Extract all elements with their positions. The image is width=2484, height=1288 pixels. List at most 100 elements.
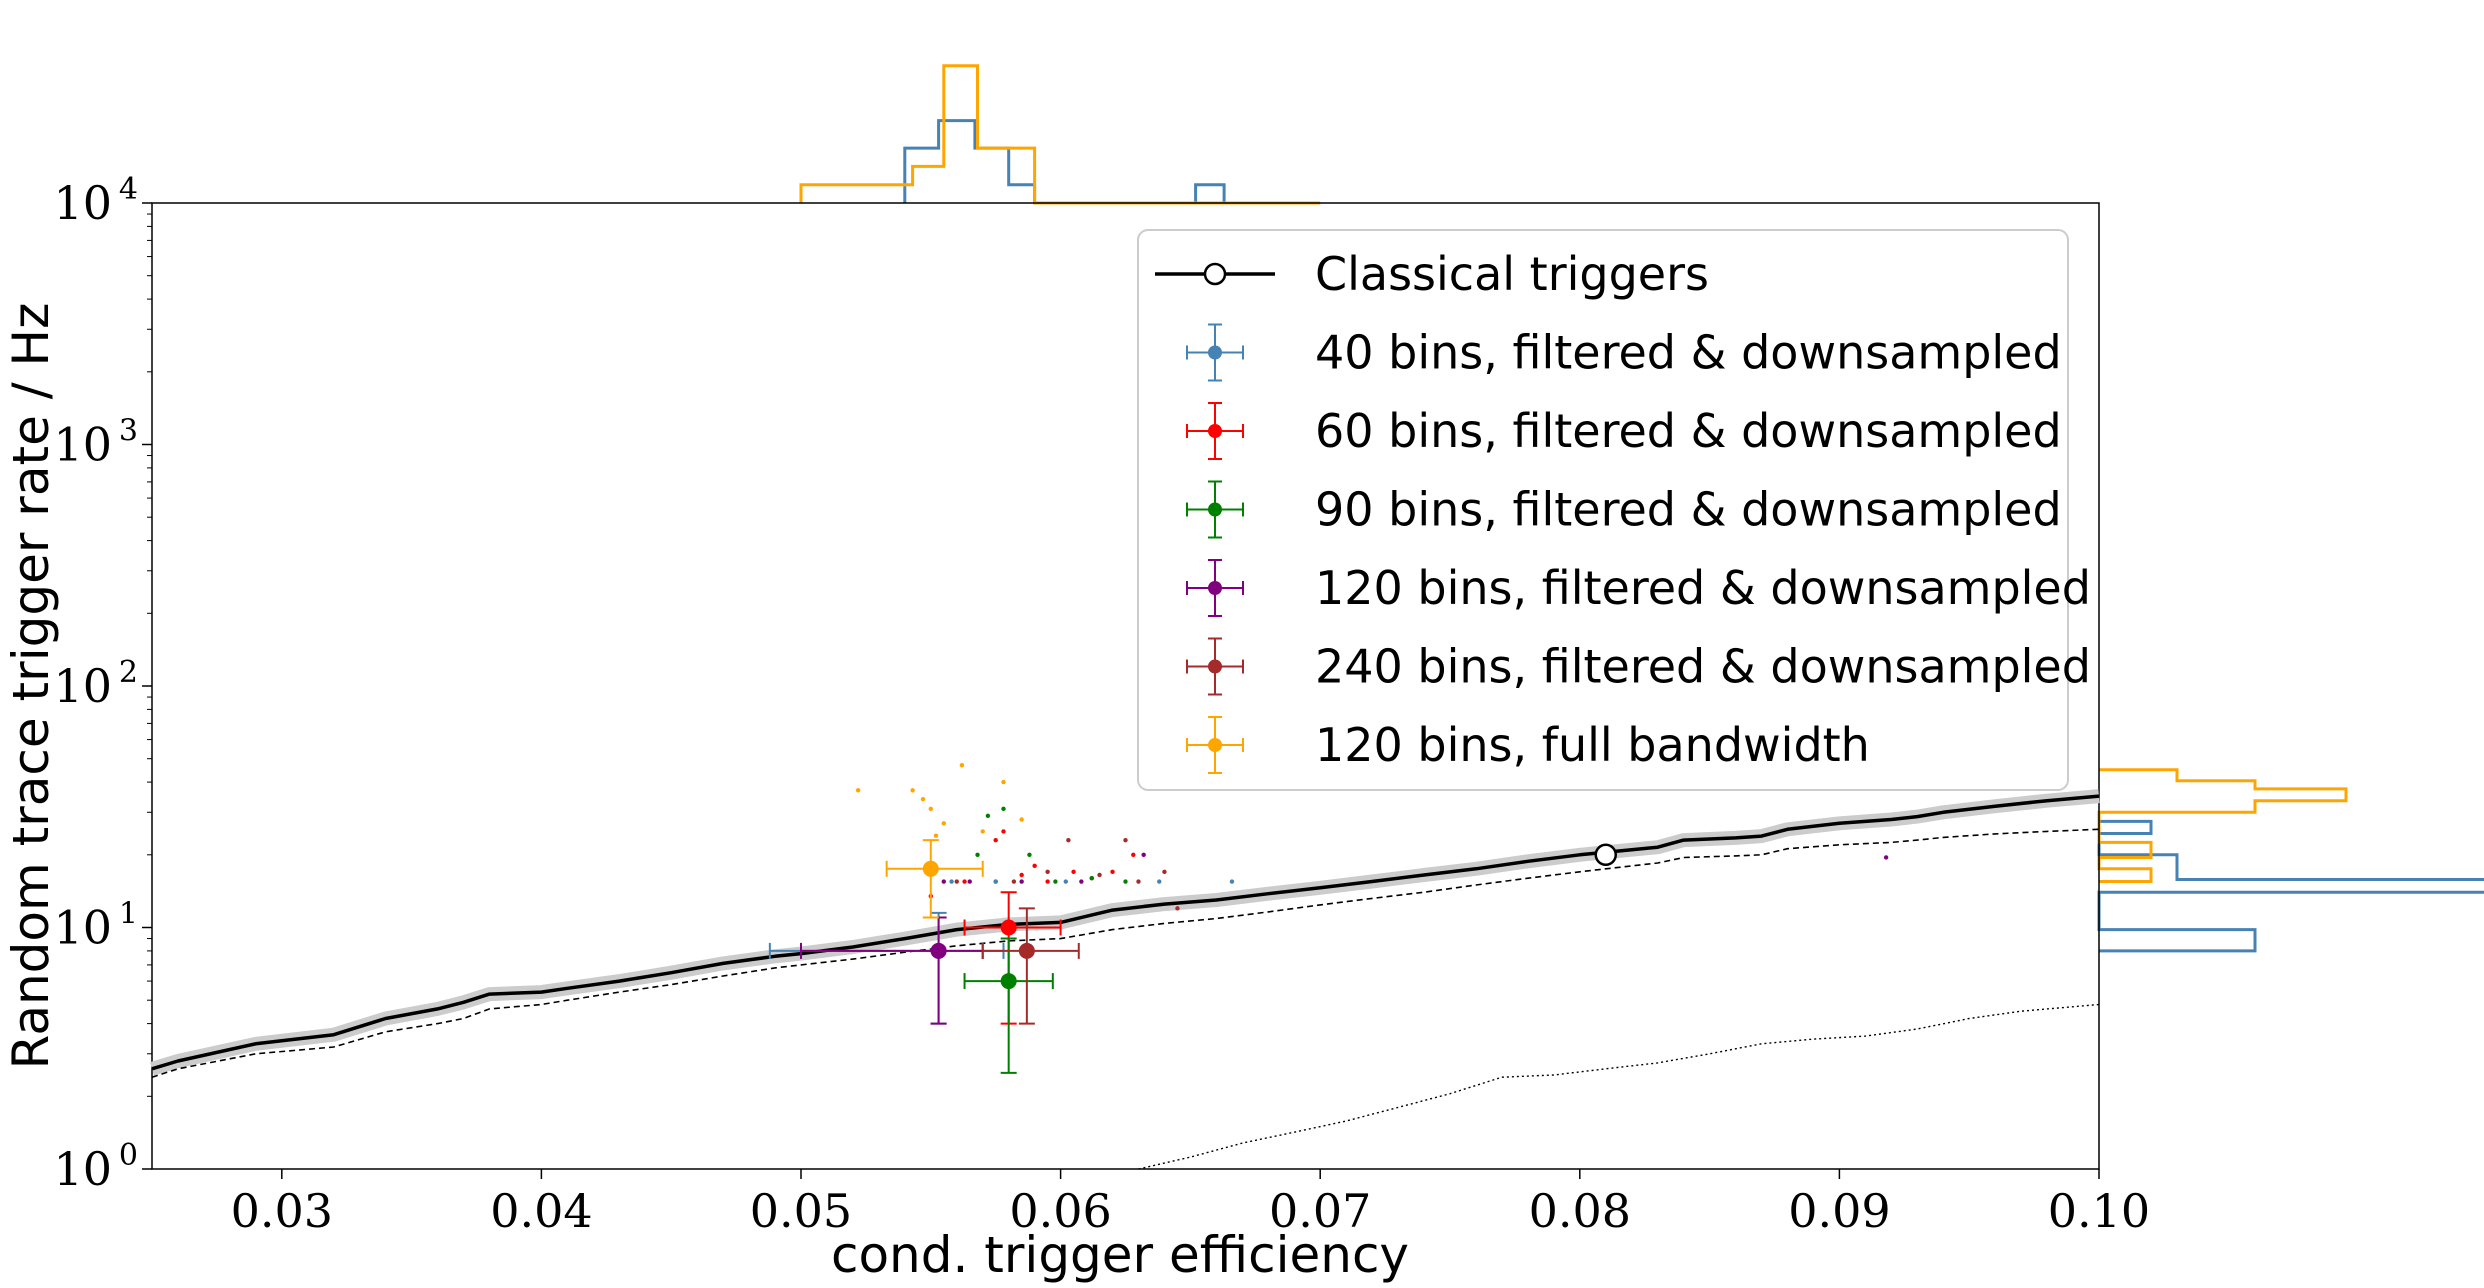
top-hist-steelblue — [903, 119, 1226, 205]
right-histogram — [2097, 768, 2484, 953]
x-tick-label: 0.10 — [2048, 1184, 2150, 1238]
legend-entry-bins90: 90 bins, filtered & downsampled — [1186, 480, 2062, 539]
x-tick-label: 0.05 — [750, 1184, 852, 1238]
errorbar-bins90 — [963, 937, 1054, 1074]
scatter-point-bins40 — [993, 879, 998, 884]
legend-entry-bins60: 60 bins, filtered & downsampled — [1186, 402, 2062, 460]
scatter-point-bins240 — [1066, 837, 1071, 843]
x-tick-label: 0.03 — [231, 1184, 333, 1238]
scatter-point-bins240 — [1175, 906, 1180, 911]
errorbar-bins120 — [800, 916, 984, 1025]
scatter-point-bins40 — [1229, 879, 1235, 884]
scatter-point-full — [928, 806, 933, 812]
legend-label: 40 bins, filtered & downsampled — [1315, 326, 2062, 380]
scatter-point-bins60 — [1131, 852, 1136, 858]
scatter-point-bins40 — [1157, 879, 1162, 884]
legend-label: 60 bins, filtered & downsampled — [1315, 404, 2062, 458]
legend-box — [1137, 229, 2069, 791]
scatter-points — [855, 762, 1889, 911]
scatter-point-bins60 — [1032, 863, 1037, 869]
errorbar-bins240 — [981, 907, 1080, 1025]
legend-handle-marker — [1208, 581, 1222, 595]
scatter-point-bins90 — [975, 852, 980, 858]
top-histogram — [799, 64, 1321, 205]
scatter-point-bins60 — [993, 837, 998, 843]
x-axis-label: cond. trigger efficiency — [831, 1226, 1409, 1284]
errorbar-full — [885, 839, 984, 919]
marker-full — [922, 860, 939, 877]
right-hist-orange — [2097, 768, 2348, 883]
error-bars — [768, 839, 1080, 1074]
scatter-point-full — [959, 762, 965, 768]
y-axis-label: Random trace trigger rate / Hz — [2, 303, 60, 1070]
scatter-point-bins60 — [1019, 872, 1024, 878]
x-tick-label: 0.09 — [1788, 1184, 1890, 1238]
legend-handle-marker — [1208, 345, 1222, 360]
scatter-point-full — [855, 788, 861, 793]
legend-entry-bins120: 120 bins, filtered & downsampled — [1186, 559, 2091, 617]
classical-band — [149, 789, 2100, 1076]
scatter-point-bins60 — [962, 879, 967, 884]
scatter-point-bins120 — [1141, 852, 1146, 858]
scatter-point-bins90 — [985, 813, 991, 819]
legend: Classical triggers 40 bins, filtered & do… — [1137, 229, 2091, 791]
y-tick-exponent: 1 — [119, 897, 138, 932]
legend-handle-marker — [1208, 424, 1222, 438]
legend-handle-marker — [1208, 659, 1222, 674]
legend-label: 120 bins, full bandwidth — [1315, 718, 1870, 772]
scatter-point-bins240 — [1097, 872, 1102, 878]
scatter-point-bins240 — [1011, 879, 1017, 884]
scatter-point-full — [920, 796, 926, 802]
marker-bins60 — [1000, 919, 1017, 936]
scatter-point-full — [1001, 779, 1006, 785]
scatter-point-bins240 — [954, 879, 959, 884]
scatter-point-bins240 — [1045, 869, 1050, 875]
scatter-point-bins120 — [1079, 879, 1084, 884]
scatter-point-bins240 — [1123, 837, 1128, 843]
x-tick-label: 0.07 — [1269, 1184, 1371, 1238]
dotted-curve — [1138, 1003, 2100, 1170]
dashed-curve — [151, 828, 2100, 1078]
legend-handle-marker — [1208, 738, 1222, 752]
scatter-point-bins120 — [967, 879, 972, 884]
scatter-point-bins240 — [1162, 869, 1167, 875]
y-tick-label: 10 — [53, 659, 112, 713]
scatter-point-bins60 — [1110, 869, 1115, 875]
scatter-point-bins90 — [1027, 852, 1032, 858]
scatter-point-bins240 — [1136, 879, 1141, 884]
y-tick-exponent: 3 — [119, 414, 138, 449]
scatter-point-bins40 — [1063, 879, 1068, 884]
y-tick-label: 10 — [53, 901, 112, 955]
classical-curve — [151, 794, 2100, 1071]
x-tick-label: 0.08 — [1529, 1184, 1631, 1238]
scatter-point-bins60 — [1071, 869, 1076, 875]
legend-handle-marker — [1203, 262, 1227, 286]
x-axis-ticks: 0.03 0.04 0.05 0.06 0.07 0.08 0.09 0.10 — [231, 1169, 2150, 1238]
classical-marker — [1594, 843, 1618, 867]
legend-entry-bins240: 240 bins, filtered & downsampled — [1186, 637, 2091, 696]
scatter-point-bins90 — [1001, 806, 1006, 812]
legend-entry-bins40: 40 bins, filtered & downsampled — [1186, 323, 2062, 382]
y-tick-label: 10 — [53, 1142, 112, 1196]
y-tick-label: 10 — [53, 418, 112, 472]
y-tick-exponent: 0 — [119, 1138, 138, 1173]
scatter-point-full — [941, 821, 946, 826]
legend-entry-classical: Classical triggers — [1155, 247, 1709, 301]
scatter-point-bins120 — [1883, 855, 1889, 860]
scatter-point-full — [980, 829, 985, 834]
y-tick-exponent: 4 — [119, 172, 138, 207]
scatter-point-bins90 — [1089, 876, 1094, 881]
scatter-point-bins60 — [1001, 829, 1006, 834]
legend-handle-marker — [1208, 502, 1222, 517]
y-tick-label: 10 — [53, 176, 112, 230]
legend-label: Classical triggers — [1315, 247, 1709, 301]
scatter-point-bins120 — [1019, 879, 1024, 884]
scatter-point-bins40 — [949, 879, 954, 884]
curves — [149, 789, 2100, 1170]
scatter-point-full — [1019, 817, 1024, 822]
x-tick-label: 0.06 — [1009, 1184, 1111, 1238]
scatter-point-bins120 — [941, 879, 946, 884]
right-hist-steelblue — [2097, 819, 2484, 953]
